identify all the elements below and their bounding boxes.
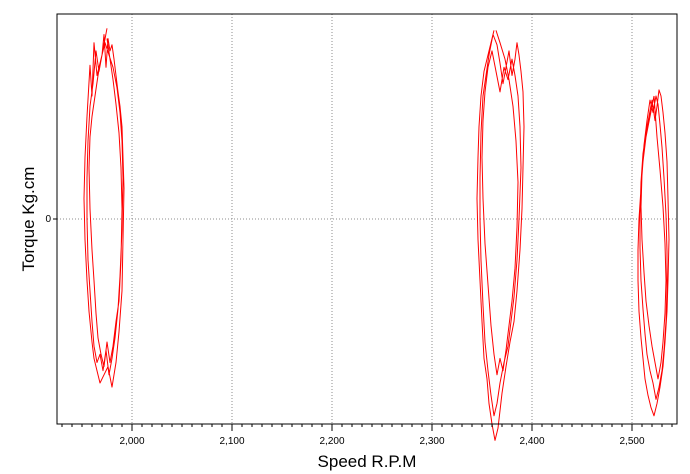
torque-trace-1: [83, 28, 125, 388]
x-tick-label: 2,100: [219, 436, 244, 447]
torque-trace-3: [637, 89, 670, 417]
x-tick-label: 2,400: [519, 436, 544, 447]
axis-ticks: 2,000 2,100 2,200 2,300 2,400 2,500 0: [45, 214, 673, 447]
torque-trace-2: [476, 30, 525, 441]
x-tick-label: 2,000: [119, 436, 144, 447]
x-tick-label: 2,200: [319, 436, 344, 447]
grid: [57, 14, 677, 424]
x-tick-label: 2,500: [619, 436, 644, 447]
x-axis-title: Speed R.P.M: [318, 452, 417, 471]
y-axis-title: Torque Kg.cm: [19, 167, 38, 272]
x-tick-label: 2,300: [419, 436, 444, 447]
data-series: [83, 28, 670, 441]
y-tick-label: 0: [45, 214, 51, 225]
